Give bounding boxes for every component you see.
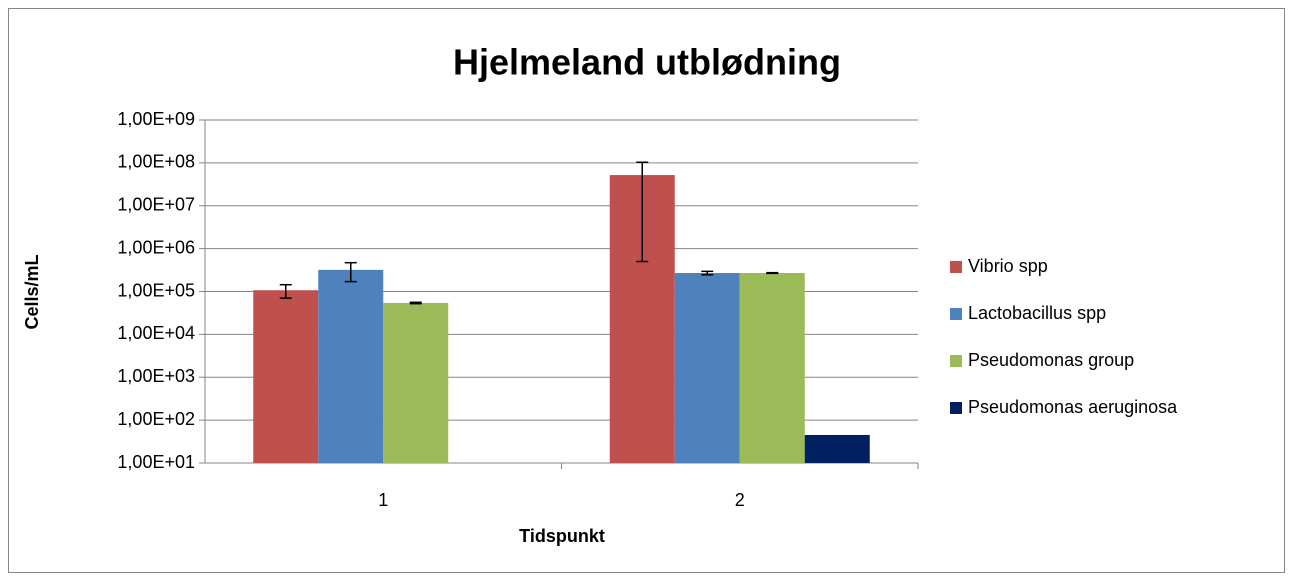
legend-swatch <box>950 355 962 367</box>
error-bar <box>279 283 292 299</box>
x-tick-label: 1 <box>378 490 388 510</box>
legend-label: Lactobacillus spp <box>968 303 1106 323</box>
chart-title: Hjelmeland utblødning <box>453 42 841 83</box>
bar <box>383 302 449 463</box>
y-tick-label: 1,00E+06 <box>117 237 195 257</box>
y-tick-label: 1,00E+02 <box>117 409 195 429</box>
y-tick-label: 1,00E+08 <box>117 152 195 172</box>
y-tick-label: 1,00E+05 <box>117 280 195 300</box>
error-bar <box>409 301 422 305</box>
x-tick-label: 2 <box>735 490 745 510</box>
bar <box>674 273 740 463</box>
bar <box>318 269 384 463</box>
bar <box>253 290 319 463</box>
error-bar <box>636 161 649 263</box>
error-bar <box>344 261 357 283</box>
y-tick-label: 1,00E+07 <box>117 195 195 215</box>
error-bar <box>701 270 714 276</box>
legend-swatch <box>950 308 962 320</box>
y-tick-label: 1,00E+04 <box>117 323 195 343</box>
y-axis-label: Cells/mL <box>22 254 42 329</box>
bar <box>804 434 870 463</box>
legend-swatch <box>950 402 962 414</box>
legend-label: Pseudomonas group <box>968 350 1134 370</box>
error-bar <box>766 271 779 275</box>
x-axis-label: Tidspunkt <box>519 526 605 546</box>
bar <box>739 273 805 463</box>
legend-swatch <box>950 261 962 273</box>
y-tick-label: 1,00E+09 <box>117 109 195 129</box>
y-tick-label: 1,00E+01 <box>117 452 195 472</box>
legend-label: Vibrio spp <box>968 256 1048 276</box>
y-tick-label: 1,00E+03 <box>117 366 195 386</box>
legend-label: Pseudomonas aeruginosa <box>968 397 1178 417</box>
